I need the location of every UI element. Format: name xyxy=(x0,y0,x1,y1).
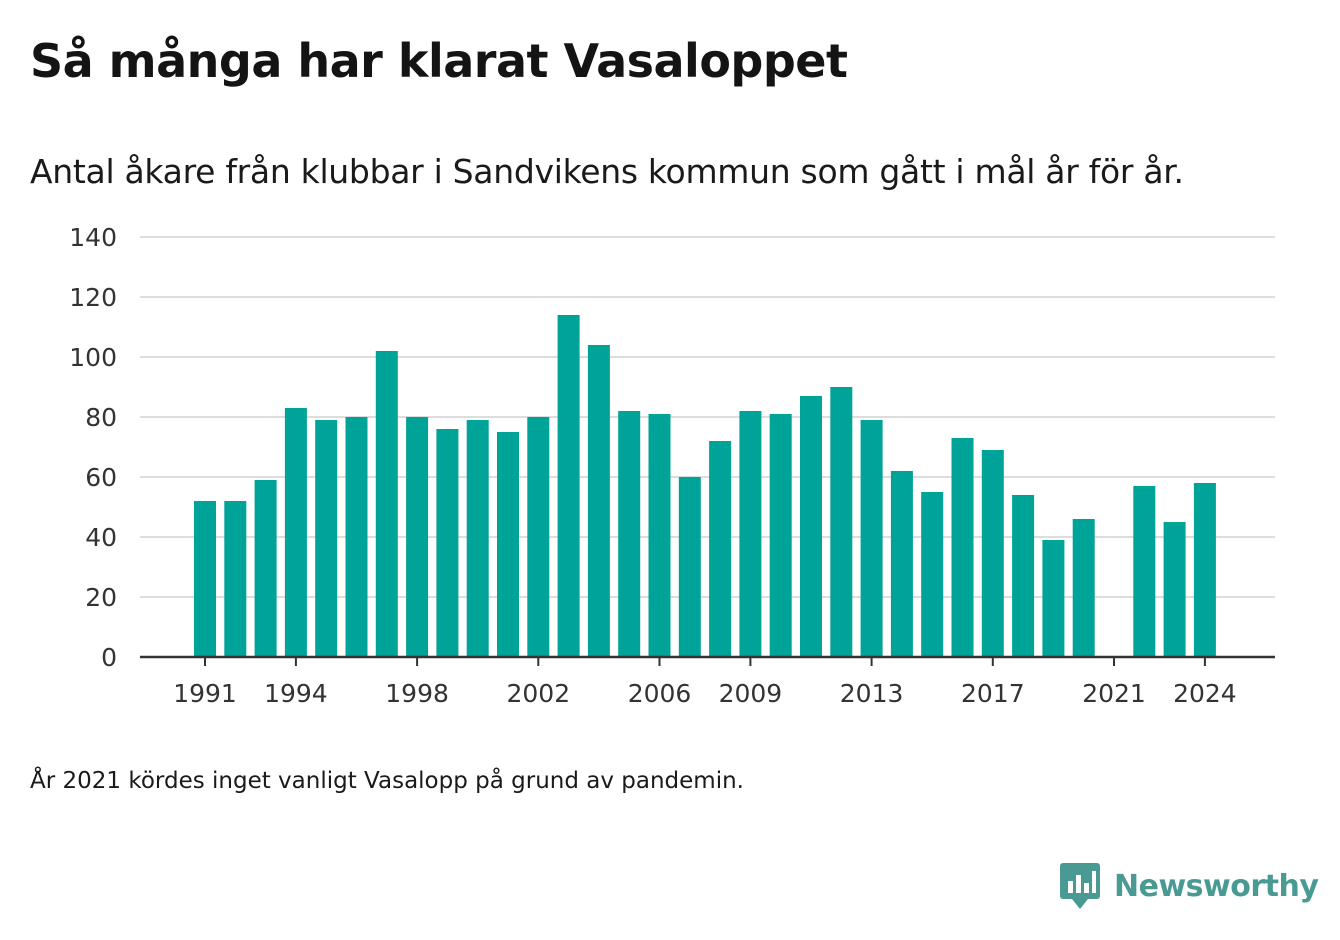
bar-2001 xyxy=(497,432,519,657)
bar-2013 xyxy=(860,420,883,657)
x-tick-label: 2021 xyxy=(1082,679,1146,708)
brand-name: Newsworthy xyxy=(1114,868,1319,904)
bar-2019 xyxy=(1042,540,1065,657)
bar-2020 xyxy=(1072,519,1095,657)
bar-1992 xyxy=(224,501,247,657)
y-tick-label: 100 xyxy=(69,343,117,372)
y-axis-labels: 0 20 40 60 80 100 120 140 xyxy=(69,223,117,672)
brand-logo: Newsworthy xyxy=(1060,860,1319,912)
newsworthy-logo-icon xyxy=(1060,863,1100,909)
x-tick-label: 2017 xyxy=(961,679,1025,708)
bar-2022 xyxy=(1133,486,1156,657)
bar-2014 xyxy=(890,471,913,657)
bar-2009 xyxy=(739,411,762,657)
x-tick-label: 2024 xyxy=(1173,679,1237,708)
y-tick-label: 0 xyxy=(101,643,117,672)
x-tick-label: 1998 xyxy=(385,679,449,708)
bar-2004 xyxy=(587,345,610,657)
bar-1997 xyxy=(375,351,398,657)
x-axis: 1991 1994 1998 2002 2006 2009 2013 2017 2021 2024 xyxy=(140,655,1275,708)
x-tick-label: 2002 xyxy=(506,679,570,708)
x-tick-label: 1991 xyxy=(173,679,237,708)
x-tick-label: 2006 xyxy=(628,679,692,708)
bar-2005 xyxy=(618,411,641,657)
y-tick-label: 120 xyxy=(69,283,117,312)
bar-2024 xyxy=(1193,483,1216,657)
footnote: År 2021 kördes inget vanligt Vasalopp på… xyxy=(30,768,744,794)
bar-1994 xyxy=(284,408,307,657)
bar-2006 xyxy=(648,414,671,657)
bar-2008 xyxy=(709,441,732,657)
bar-1991 xyxy=(194,501,216,657)
y-tick-label: 80 xyxy=(85,403,117,432)
bar-chart: 0 20 40 60 80 100 120 140 1991 1994 1998 2002 2006 2… xyxy=(69,223,1275,708)
bar-1993 xyxy=(254,480,277,657)
x-tick-label: 1994 xyxy=(264,679,328,708)
bar-2011 xyxy=(800,396,822,657)
y-tick-label: 60 xyxy=(85,463,117,492)
bar-1996 xyxy=(345,417,368,657)
bar-1998 xyxy=(406,417,429,657)
bar-2003 xyxy=(557,315,580,657)
bar-2000 xyxy=(466,420,489,657)
chart-subtitle: Antal åkare från klubbar i Sandvikens ko… xyxy=(30,152,1184,191)
bar-2010 xyxy=(769,414,792,657)
bar-2023 xyxy=(1163,522,1186,657)
y-tick-label: 40 xyxy=(85,523,117,552)
bars xyxy=(194,315,1216,657)
x-tick-label: 2013 xyxy=(840,679,904,708)
bar-2018 xyxy=(1012,495,1035,657)
grid-lines xyxy=(140,236,1275,598)
bar-2017 xyxy=(981,450,1004,657)
y-tick-label: 20 xyxy=(85,583,117,612)
x-tick-label: 2009 xyxy=(719,679,783,708)
y-tick-label: 140 xyxy=(69,223,117,252)
bar-2015 xyxy=(921,492,944,657)
bar-2012 xyxy=(830,387,853,657)
bar-1999 xyxy=(436,429,459,657)
bar-2007 xyxy=(678,477,701,657)
bar-2002 xyxy=(527,417,550,657)
bar-1995 xyxy=(315,420,338,657)
chart-title: Så många har klarat Vasaloppet xyxy=(30,34,848,88)
bar-2016 xyxy=(951,438,974,657)
